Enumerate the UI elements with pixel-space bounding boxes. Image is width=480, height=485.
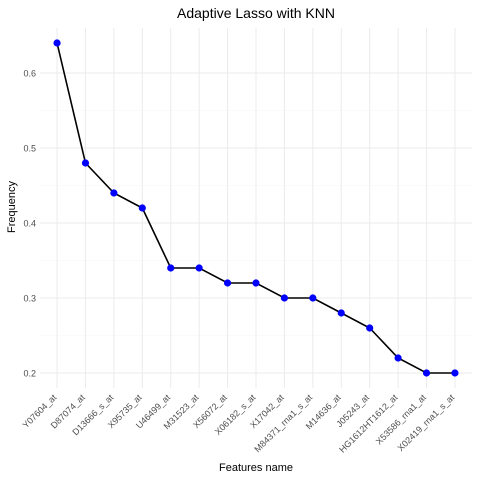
data-point	[280, 294, 289, 302]
data-point	[167, 264, 175, 272]
y-tick-label: 0.4	[23, 219, 36, 229]
series-points-group	[53, 39, 459, 377]
y-axis-ticks: 0.2 0.3 0.4 0.5 0.6	[23, 69, 36, 379]
grid	[40, 28, 472, 388]
data-point	[252, 279, 260, 287]
data-point	[366, 324, 374, 332]
y-tick-label: 0.2	[23, 369, 36, 379]
data-point	[451, 369, 459, 377]
y-tick-label: 0.5	[23, 144, 36, 154]
data-point	[110, 189, 118, 197]
chart-title: Adaptive Lasso with KNN	[177, 5, 335, 21]
data-point	[223, 279, 232, 287]
y-tick-label: 0.3	[23, 294, 36, 304]
data-point	[195, 264, 203, 272]
data-point	[81, 159, 90, 167]
data-point	[394, 354, 402, 362]
y-axis-label: Frequency	[6, 181, 18, 233]
y-tick-label: 0.6	[23, 69, 36, 79]
data-point	[309, 294, 317, 302]
data-point	[422, 369, 431, 377]
data-point	[138, 204, 146, 212]
x-axis-label: Features name	[219, 462, 293, 474]
data-point	[337, 309, 345, 317]
data-point	[53, 39, 61, 47]
